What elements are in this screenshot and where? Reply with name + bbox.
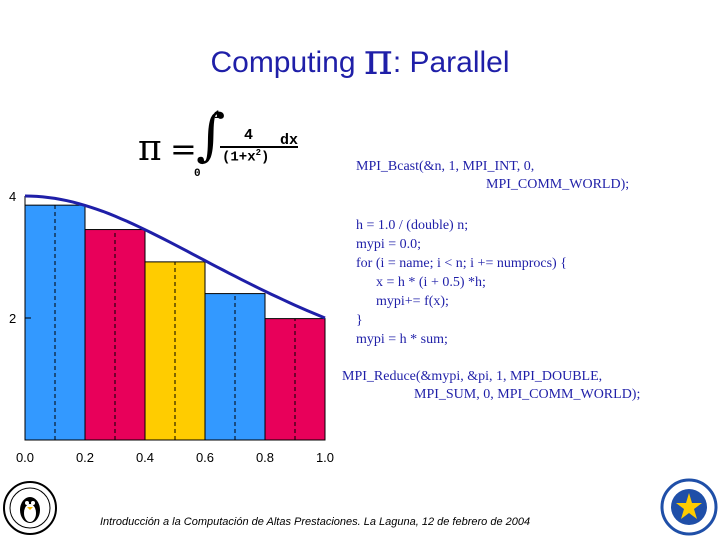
reduce-line-2: MPI_SUM, 0, MPI_COMM_WORLD); (414, 387, 641, 402)
x-tick-label: 0.2 (76, 450, 94, 465)
fraction-numerator: 4 (244, 127, 254, 144)
integral-sign: ∫ (196, 103, 226, 168)
mpi-reduce-code: MPI_Reduce(&mypi, &pi, 1, MPI_DOUBLE, MP… (342, 368, 640, 404)
slide-title: Computing π: Parallel (0, 34, 720, 85)
fraction-denominator: (1+x2) (222, 148, 269, 166)
integral-upper-limit: 1 (214, 110, 221, 122)
bar-5 (264, 318, 326, 441)
slide-footer: Introducción a la Computación de Altas P… (100, 516, 531, 528)
code-line: } (356, 313, 363, 328)
denominator-close: ) (261, 149, 270, 166)
function-curve (24, 194, 326, 320)
formula-equals: = (170, 130, 197, 168)
code-line: for (i = name; i < n; i += numprocs) { (356, 256, 567, 271)
denominator-exponent: 2 (255, 148, 262, 158)
pi-integral-formula: π = ∫ 1 0 4 (1+x2) dx (138, 102, 338, 192)
code-line: x = h * (i + 0.5) *h; (376, 275, 486, 290)
mpi-bcast-code: MPI_Bcast(&n, 1, MPI_INT, 0, MPI_COMM_WO… (356, 158, 629, 194)
code-line: mypi = h * sum; (356, 332, 448, 347)
code-line: mypi = 0.0; (356, 237, 422, 252)
bar-3 (144, 261, 206, 441)
bcast-line-1: MPI_Bcast(&n, 1, MPI_INT, 0, (356, 159, 535, 174)
formula-pi: π (138, 128, 162, 169)
y-tick-label: 4 (9, 189, 16, 204)
fraction-bar (220, 146, 298, 148)
x-tick-label: 1.0 (316, 450, 334, 465)
title-pi-symbol: π (363, 34, 393, 85)
title-prefix: Computing (210, 46, 364, 79)
code-line: mypi+= f(x); (376, 294, 449, 309)
x-tick-label: 0.6 (196, 450, 214, 465)
title-suffix: : Parallel (392, 46, 510, 79)
x-tick-label: 0.0 (16, 450, 34, 465)
formula-differential: dx (280, 132, 299, 149)
denominator-text: (1+x (222, 149, 256, 166)
y-tick-label: 2 (9, 311, 16, 326)
x-tick-label: 0.4 (136, 450, 154, 465)
code-line: h = 1.0 / (double) n; (356, 218, 469, 233)
x-tick-label: 0.8 (256, 450, 274, 465)
university-seal-logo (660, 478, 718, 536)
penguin-logo (3, 481, 57, 535)
integral-lower-limit: 0 (194, 168, 201, 180)
reduce-line-1: MPI_Reduce(&mypi, &pi, 1, MPI_DOUBLE, (342, 369, 603, 384)
compute-loop-code: h = 1.0 / (double) n; mypi = 0.0; for (i… (356, 216, 567, 349)
bcast-line-2: MPI_COMM_WORLD); (486, 177, 630, 192)
